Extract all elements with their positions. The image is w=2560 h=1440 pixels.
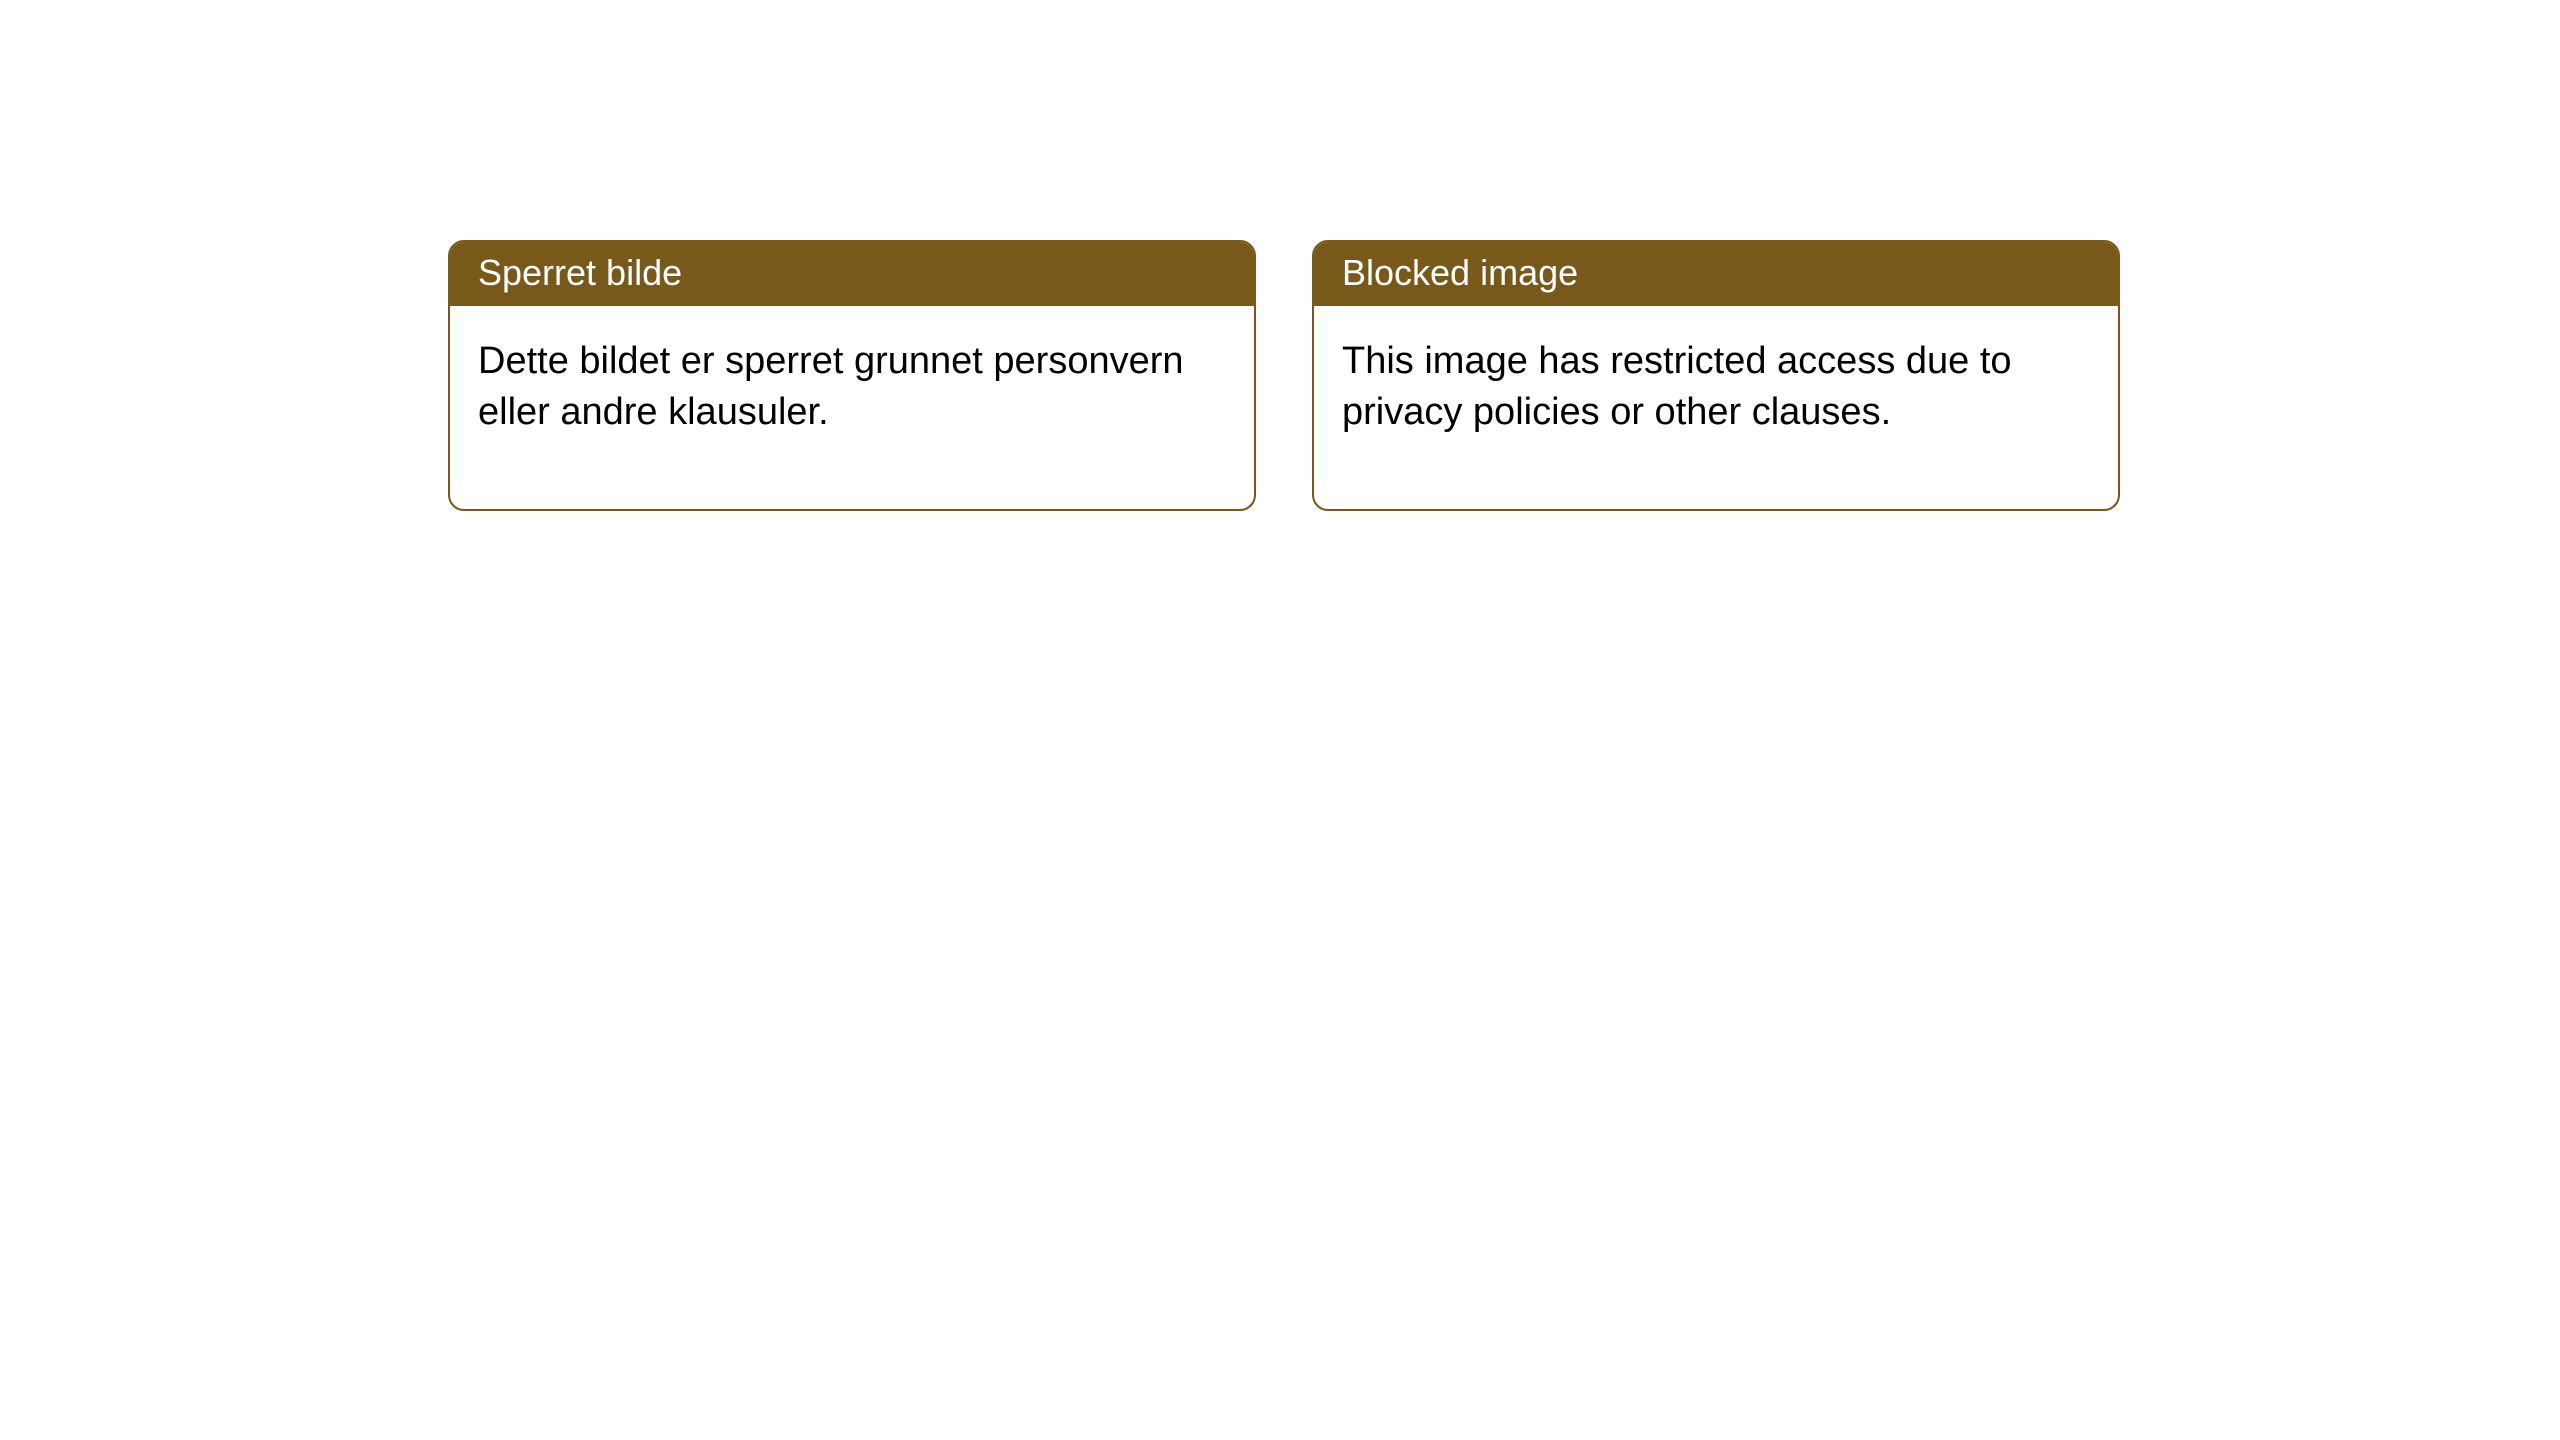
notice-card-norwegian: Sperret bilde Dette bildet er sperret gr… [448, 240, 1256, 511]
notice-header: Sperret bilde [450, 242, 1254, 306]
notice-body: This image has restricted access due to … [1314, 306, 2118, 509]
notice-body: Dette bildet er sperret grunnet personve… [450, 306, 1254, 509]
notice-card-english: Blocked image This image has restricted … [1312, 240, 2120, 511]
notice-container: Sperret bilde Dette bildet er sperret gr… [0, 0, 2560, 511]
notice-header: Blocked image [1314, 242, 2118, 306]
